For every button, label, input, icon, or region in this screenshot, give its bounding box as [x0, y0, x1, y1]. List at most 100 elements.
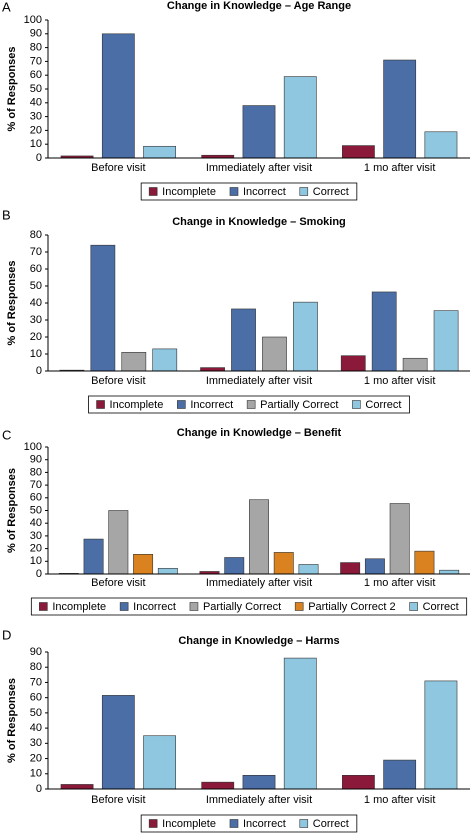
legend-swatch [299, 819, 309, 828]
legend-swatch [229, 819, 239, 828]
bar [152, 348, 178, 372]
legend-swatch [246, 400, 256, 409]
legend-swatch [294, 602, 304, 611]
y-tick-label: 100 [24, 14, 42, 26]
y-tick-label: 90 [30, 646, 42, 658]
y-tick-label: 10 [30, 348, 42, 360]
x-tick-label: Before visit [91, 794, 145, 806]
x-tick-label: Immediately after visit [206, 375, 312, 387]
y-tick-label: 80 [30, 42, 42, 54]
bar [383, 59, 417, 159]
y-tick-label: 70 [30, 479, 42, 491]
panel-letter: D [2, 627, 11, 642]
legend-box [88, 395, 410, 414]
legend-swatch [229, 187, 239, 196]
legend-box [140, 182, 358, 201]
y-tick-label: 0 [36, 152, 42, 164]
bar [90, 244, 116, 372]
legend-swatch [148, 819, 158, 828]
legend-label: Incorrect [190, 399, 233, 411]
bar [242, 774, 276, 790]
bar [101, 695, 135, 790]
chart-title: Change in Knowledge – Smoking [172, 216, 346, 228]
bar [433, 310, 459, 372]
bar [101, 33, 135, 159]
x-tick-label: 1 mo after visit [364, 375, 436, 387]
legend-label: Correct [313, 818, 349, 830]
legend-box [30, 597, 468, 616]
y-tick-label: 70 [30, 246, 42, 258]
x-tick-label: Immediately after visit [206, 577, 312, 589]
y-tick-label: 40 [30, 517, 42, 529]
y-tick-label: 50 [30, 83, 42, 95]
bar [133, 554, 154, 575]
bar [273, 552, 294, 575]
legend-box [140, 814, 358, 833]
legend-label: Incomplete [162, 186, 216, 198]
legend-label: Correct [423, 601, 459, 613]
y-tick-label: 80 [30, 466, 42, 478]
x-tick-label: Before visit [91, 162, 145, 174]
y-tick-label: 30 [30, 314, 42, 326]
bar [364, 558, 385, 575]
y-tick-label: 20 [30, 124, 42, 136]
y-tick-label: 30 [30, 530, 42, 542]
legend-swatch [148, 187, 158, 196]
legend-label: Correct [313, 186, 349, 198]
bar [249, 499, 269, 575]
y-tick-label: 70 [30, 55, 42, 67]
y-tick-label: 80 [30, 229, 42, 241]
bar [298, 564, 319, 575]
bar [283, 657, 317, 790]
y-tick-label: 50 [30, 280, 42, 292]
panel-letter: C [2, 427, 11, 442]
bar [83, 538, 104, 575]
x-tick-label: 1 mo after visit [364, 162, 436, 174]
y-axis-label: % of Responses [6, 47, 18, 132]
legend-swatch [189, 602, 199, 611]
y-tick-label: 70 [30, 676, 42, 688]
bar [424, 131, 458, 159]
x-tick-label: 1 mo after visit [364, 577, 436, 589]
y-tick-label: 80 [30, 661, 42, 673]
y-axis-label: % of Responses [6, 678, 18, 763]
legend-swatch [39, 602, 48, 611]
y-tick-label: 20 [30, 543, 42, 555]
bar [60, 784, 94, 790]
y-tick-label: 90 [30, 28, 42, 40]
legend-label: Incomplete [162, 818, 216, 830]
bar [283, 76, 317, 159]
bar [389, 503, 410, 575]
y-tick-label: 0 [36, 568, 42, 580]
y-tick-label: 60 [30, 69, 42, 81]
legend-label: Partially Correct [203, 601, 281, 613]
y-tick-label: 0 [36, 365, 42, 377]
legend-label: Correct [365, 399, 401, 411]
legend-swatch [409, 602, 418, 611]
y-axis-label: % of Responses [6, 261, 18, 346]
bar [342, 774, 375, 790]
chart-title: Change in Knowledge – Harms [178, 635, 339, 647]
legend-swatch [352, 400, 361, 409]
x-tick-label: Immediately after visit [206, 162, 312, 174]
bar [108, 510, 129, 575]
bar [157, 567, 178, 575]
bar [414, 550, 435, 575]
bar [201, 781, 235, 790]
y-axis-label: % of Responses [6, 468, 18, 553]
bar [383, 759, 417, 790]
y-tick-label: 30 [30, 737, 42, 749]
bar [231, 308, 256, 372]
bar [424, 680, 458, 790]
bar [293, 301, 318, 372]
y-tick-label: 100 [24, 441, 42, 453]
legend-swatch [119, 602, 129, 611]
legend-label: Incomplete [52, 601, 106, 613]
y-tick-label: 60 [30, 492, 42, 504]
chart-title: Change in Knowledge – Age Range [167, 0, 351, 12]
y-tick-label: 30 [30, 111, 42, 123]
bar [242, 105, 276, 159]
legend-label: Partially Correct 2 [308, 601, 395, 613]
bar [143, 735, 176, 790]
